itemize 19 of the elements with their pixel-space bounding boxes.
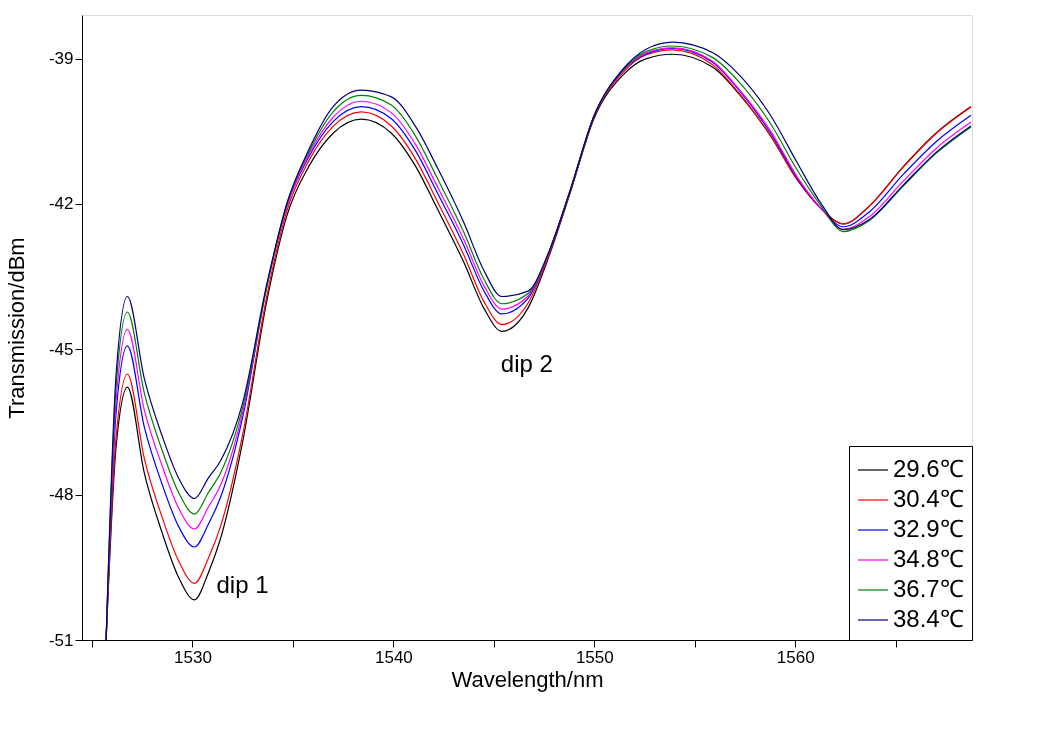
legend-label: 38.4℃ [893,605,964,632]
legend-label: 34.8℃ [893,545,964,572]
x-axis-title: Wavelength/nm [451,666,604,692]
y-tick-label: -42 [48,194,74,214]
x-tick-label: 1530 [174,647,212,667]
y-tick-label: -48 [48,485,74,505]
legend-label: 36.7℃ [893,575,964,602]
x-tick-label: 1550 [575,647,614,667]
y-axis-title: Transmission/dBm [3,237,29,419]
y-tick-label: -45 [48,339,74,359]
legend-label: 29.6℃ [893,455,964,482]
legend-label: 32.9℃ [893,515,964,542]
x-tick-label: 1540 [374,647,413,667]
legend-label: 30.4℃ [893,485,964,512]
x-tick-label: 1560 [776,647,815,667]
annotation: dip 1 [216,570,269,598]
y-tick-label: -39 [48,49,74,69]
annotation: dip 2 [500,350,553,378]
y-tick-label: -51 [48,630,74,650]
